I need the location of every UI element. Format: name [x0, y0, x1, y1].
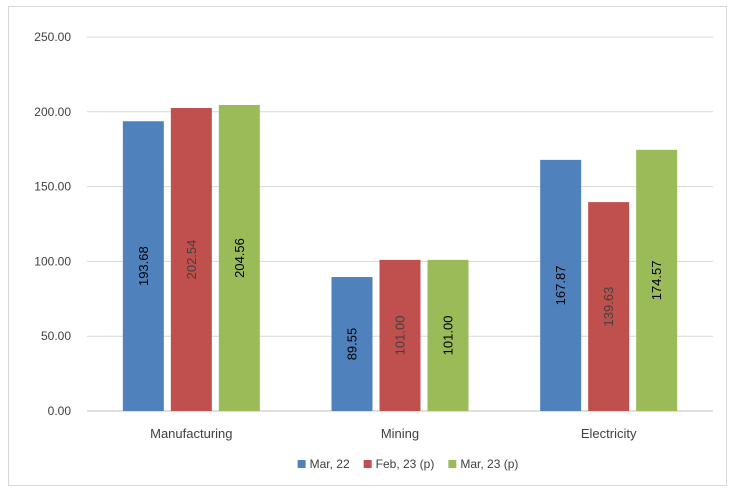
bar-data-label: 202.54 [184, 240, 199, 280]
bar [540, 159, 582, 411]
bar [331, 277, 373, 411]
y-tick-label: 200.00 [34, 105, 71, 119]
y-tick-label: 250.00 [34, 30, 71, 44]
y-tick-label: 0.00 [48, 404, 72, 418]
y-axis: 0.00 50.00 100.00 150.00 200.00 250.00 [34, 30, 71, 418]
bar-data-label: 89.55 [345, 328, 360, 361]
legend-label: Feb, 23 (p) [376, 457, 435, 471]
y-tick-label: 100.00 [34, 254, 71, 268]
legend-label: Mar, 23 (p) [460, 457, 518, 471]
y-tick-label: 150.00 [34, 180, 71, 194]
legend-label: Mar, 22 [310, 457, 350, 471]
legend-swatch [448, 460, 457, 468]
bar [636, 149, 678, 412]
bar [588, 202, 630, 411]
bar [218, 104, 260, 411]
legend: Mar, 22 Feb, 23 (p) Mar, 23 (p) [297, 457, 518, 471]
bar [427, 259, 469, 411]
bar [379, 259, 421, 411]
bar-data-label: 193.68 [136, 246, 151, 286]
bars: 193.68 202.54 204.56 89.55 101.00 101.00 167.8… [122, 104, 678, 412]
legend-swatch [297, 460, 306, 468]
bar-data-label: 204.56 [232, 238, 247, 278]
bar-data-label: 139.63 [601, 287, 616, 327]
bar-data-label: 174.57 [649, 261, 664, 301]
bar-data-label: 167.87 [553, 266, 568, 306]
bar [170, 108, 212, 412]
legend-swatch [363, 460, 372, 468]
bar-data-label: 101.00 [393, 316, 408, 356]
x-category-label: Mining [381, 426, 419, 441]
x-axis: Manufacturing Mining Electricity [150, 426, 637, 441]
bar-data-label: 101.00 [441, 316, 456, 356]
x-category-label: Manufacturing [150, 426, 232, 441]
y-tick-label: 50.00 [41, 329, 71, 343]
x-category-label: Electricity [581, 426, 637, 441]
bar [122, 121, 164, 411]
